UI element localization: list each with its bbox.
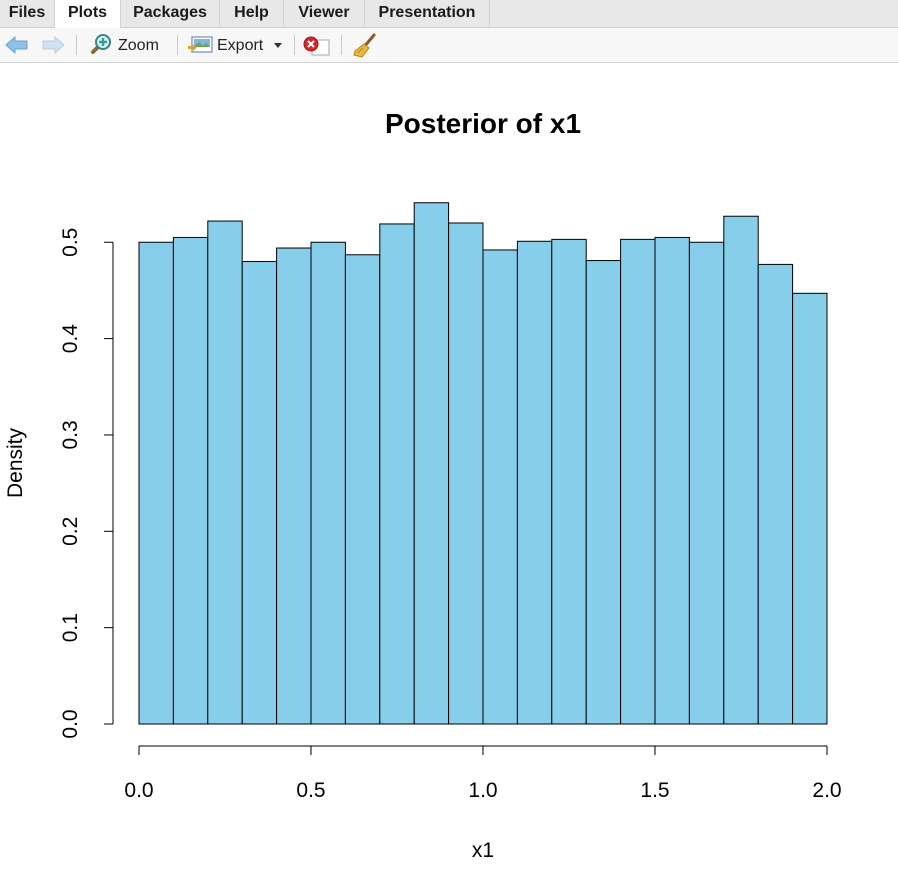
y-tick-label: 0.2 bbox=[59, 517, 82, 546]
histogram-bar bbox=[688, 241, 725, 725]
back-button[interactable] bbox=[2, 28, 32, 62]
clear-all-plots-button[interactable] bbox=[350, 28, 380, 62]
histogram-bar bbox=[551, 238, 587, 725]
zoom-icon bbox=[91, 34, 111, 54]
histogram-bar bbox=[723, 215, 759, 725]
y-axis-label: Density bbox=[4, 427, 27, 498]
x-axis-label: x1 bbox=[472, 839, 494, 862]
zoom-button[interactable]: Zoom bbox=[86, 28, 166, 62]
histogram-bar bbox=[482, 249, 518, 725]
toolbar-divider bbox=[294, 35, 295, 55]
forward-arrow-icon bbox=[42, 36, 65, 54]
x-tick-label: 1.5 bbox=[640, 779, 669, 802]
histogram-bar bbox=[276, 247, 312, 725]
tab-viewer[interactable]: Viewer bbox=[284, 0, 365, 28]
tab-plots[interactable]: Plots bbox=[55, 0, 121, 29]
x-tick-label: 0.5 bbox=[296, 779, 325, 802]
histogram-bar bbox=[654, 236, 690, 725]
y-tick-label: 0.1 bbox=[59, 613, 82, 642]
histogram-bar bbox=[620, 238, 656, 725]
histogram-bar bbox=[516, 240, 553, 725]
plots-toolbar: Zoom Export bbox=[0, 28, 898, 63]
toolbar-divider bbox=[177, 35, 178, 55]
pane-tab-bar: Files Plots Packages Help Viewer Present… bbox=[0, 0, 898, 29]
histogram-bar bbox=[792, 292, 828, 725]
histogram-bar bbox=[207, 220, 243, 725]
export-label: Export bbox=[217, 37, 264, 54]
tab-help[interactable]: Help bbox=[220, 0, 284, 28]
export-image-icon bbox=[188, 36, 213, 53]
histogram-bar bbox=[379, 223, 415, 725]
y-tick-label: 0.4 bbox=[59, 324, 82, 354]
histogram-bar bbox=[310, 241, 346, 725]
histogram-bar bbox=[585, 260, 622, 725]
x-tick-label: 1.0 bbox=[468, 779, 497, 802]
toolbar-divider bbox=[341, 35, 342, 55]
x-tick-label: 2.0 bbox=[812, 779, 841, 802]
toolbar-divider bbox=[76, 35, 77, 55]
histogram-bar bbox=[757, 263, 794, 725]
y-tick-label: 0.0 bbox=[59, 709, 82, 738]
chevron-down-icon bbox=[274, 43, 282, 48]
zoom-label: Zoom bbox=[118, 37, 159, 54]
y-tick-label: 0.3 bbox=[59, 420, 82, 449]
histogram-bar bbox=[172, 236, 209, 725]
tab-files[interactable]: Files bbox=[0, 0, 55, 28]
broom-icon bbox=[353, 33, 376, 58]
y-axis: 0.0 0.1 0.2 0.3 0.4 0.5 bbox=[59, 228, 114, 739]
tab-packages[interactable]: Packages bbox=[121, 0, 220, 28]
remove-plot-button[interactable] bbox=[302, 28, 334, 62]
tab-presentation[interactable]: Presentation bbox=[365, 0, 490, 28]
histogram-bar bbox=[138, 241, 174, 725]
histogram-bars bbox=[138, 202, 828, 725]
chart-title: Posterior of x1 bbox=[385, 108, 581, 139]
remove-plot-icon bbox=[303, 36, 330, 56]
back-arrow-icon bbox=[5, 36, 28, 54]
y-tick-label: 0.5 bbox=[59, 228, 82, 257]
histogram-bar bbox=[344, 254, 381, 725]
histogram-bar bbox=[448, 222, 484, 725]
x-axis: 0.0 0.5 1.0 1.5 2.0 bbox=[124, 745, 842, 802]
histogram-bar bbox=[241, 261, 278, 725]
histogram-plot: Posterior of x1 0.0 0.5 1.0 1.5 2.0 0.00.10.… bbox=[4, 108, 842, 862]
forward-button[interactable] bbox=[38, 28, 68, 62]
histogram-bar bbox=[413, 202, 450, 725]
x-tick-label: 0.0 bbox=[124, 779, 153, 802]
export-button[interactable]: Export bbox=[186, 28, 288, 62]
